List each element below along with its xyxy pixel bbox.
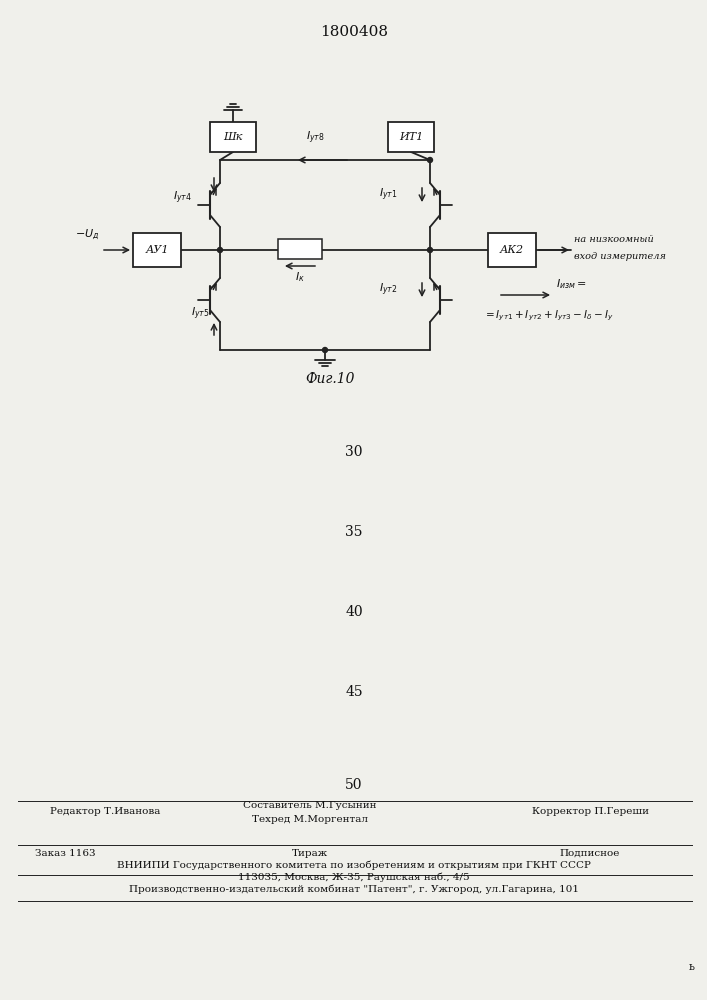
- Text: Шк: Шк: [223, 132, 243, 142]
- Text: АУ1: АУ1: [145, 245, 169, 255]
- Text: $I_{ут4}$: $I_{ут4}$: [173, 190, 192, 206]
- Text: Корректор П.Гереши: Корректор П.Гереши: [532, 807, 648, 816]
- Text: 50: 50: [345, 778, 363, 792]
- Text: $I_{ут8}$: $I_{ут8}$: [305, 130, 325, 146]
- Circle shape: [428, 247, 433, 252]
- Bar: [278, 239, 322, 259]
- Text: $I_{ут5}$: $I_{ут5}$: [192, 306, 210, 322]
- Text: на низкоомный: на низкоомный: [574, 235, 654, 244]
- Text: Техред М.Моргентал: Техред М.Моргентал: [252, 815, 368, 824]
- Text: Заказ 1163: Заказ 1163: [35, 849, 95, 858]
- Text: $=I_{ут1}+I_{ут2}+I_{ут3}-I_{\delta}-I_у$: $=I_{ут1}+I_{ут2}+I_{ут3}-I_{\delta}-I_у…: [483, 309, 614, 323]
- Text: Производственно-издательский комбинат "Патент", г. Ужгород, ул.Гагарина, 101: Производственно-издательский комбинат "П…: [129, 885, 579, 894]
- Text: ИТ1: ИТ1: [399, 132, 423, 142]
- Text: Составитель М.Гусынин: Составитель М.Гусынин: [243, 801, 377, 810]
- Bar: [488, 233, 536, 267]
- Circle shape: [428, 157, 433, 162]
- Text: вход измерителя: вход измерителя: [574, 252, 666, 261]
- Text: $I_к$: $I_к$: [295, 270, 305, 284]
- Text: $I_{ут2}$: $I_{ут2}$: [380, 282, 398, 298]
- Text: 113035, Москва, Ж-35, Раушская наб., 4/5: 113035, Москва, Ж-35, Раушская наб., 4/5: [238, 873, 470, 882]
- Text: $I_{изм}=$: $I_{изм}=$: [556, 277, 587, 291]
- Text: ь: ь: [689, 962, 695, 972]
- Circle shape: [322, 348, 327, 353]
- Text: 35: 35: [345, 525, 363, 539]
- Text: Подписное: Подписное: [560, 849, 620, 858]
- Text: 30: 30: [345, 445, 363, 459]
- Text: $-U_д$: $-U_д$: [75, 227, 99, 242]
- Text: Тираж: Тираж: [292, 849, 328, 858]
- Text: АК2: АК2: [500, 245, 524, 255]
- Text: Фиг.10: Фиг.10: [305, 372, 355, 386]
- Text: 1800408: 1800408: [320, 25, 388, 39]
- Text: Редактор Т.Иванова: Редактор Т.Иванова: [50, 807, 160, 816]
- Text: $I_{ут1}$: $I_{ут1}$: [380, 187, 398, 203]
- Bar: [210, 122, 256, 152]
- Text: ВНИИПИ Государственного комитета по изобретениям и открытиям при ГКНТ СССР: ВНИИПИ Государственного комитета по изоб…: [117, 861, 591, 870]
- Bar: [388, 122, 434, 152]
- Text: 40: 40: [345, 605, 363, 619]
- Text: 45: 45: [345, 685, 363, 699]
- Bar: [133, 233, 181, 267]
- Circle shape: [218, 247, 223, 252]
